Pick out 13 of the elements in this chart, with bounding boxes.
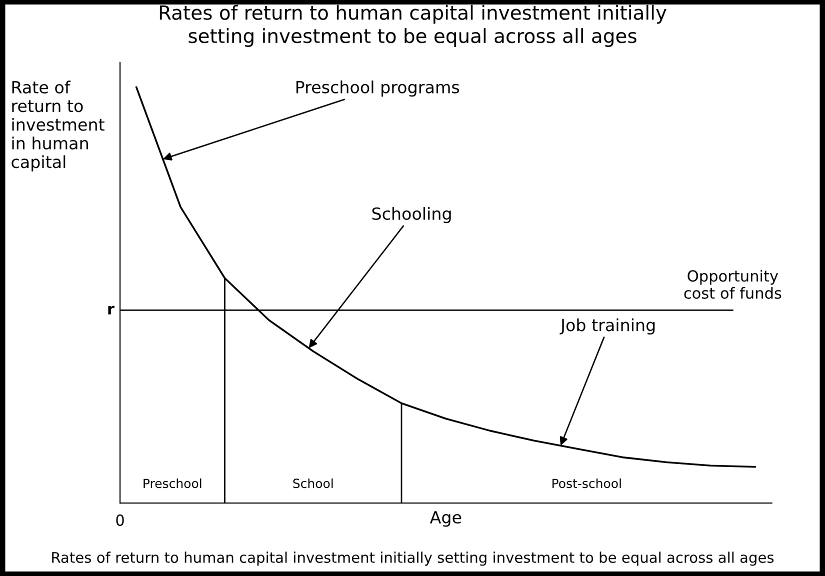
y-axis-title: Rate of return to investment in human capital — [12, 80, 104, 172]
annotation: Post-school — [552, 478, 621, 488]
annotation: Schooling — [372, 207, 451, 224]
annotation: Job training — [560, 318, 655, 335]
annotation: Preschool programs — [296, 80, 460, 97]
text: 0 — [116, 514, 124, 526]
chart-title: Rates of return to human capital investment initially setting investment to be equal across all ages — [160, 4, 666, 47]
ref-line-label: r — [108, 306, 114, 314]
x-axis-title: Age — [430, 511, 462, 527]
annotation: Opportunity cost of funds — [684, 270, 782, 299]
annotation: Preschool — [144, 478, 202, 488]
annotation: School — [293, 478, 333, 488]
text: Rates of return to human capital investment initially setting investment to be equal across all ages — [52, 552, 774, 566]
